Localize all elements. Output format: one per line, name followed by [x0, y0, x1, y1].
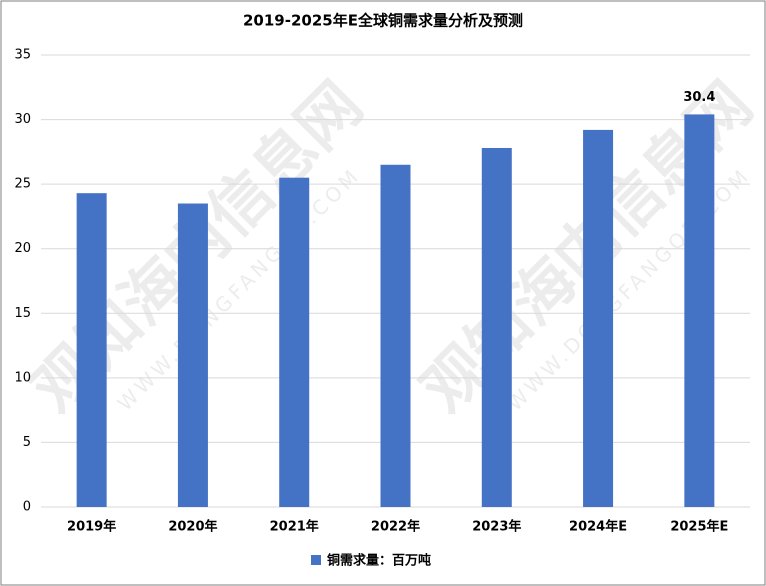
bar [583, 129, 614, 507]
y-tick-label: 25 [14, 177, 31, 192]
legend-label: 铜需求量：百万吨 [326, 553, 431, 569]
y-tick-label: 30 [14, 112, 31, 127]
x-tick-label: 2025年E [670, 519, 728, 535]
data-label: 30.4 [683, 90, 715, 105]
x-tick-label: 2020年 [168, 519, 217, 535]
y-tick-label: 20 [14, 241, 31, 256]
x-tick-label: 2023年 [472, 519, 521, 535]
x-tick-label: 2019年 [67, 519, 116, 535]
y-tick-label: 15 [14, 306, 31, 321]
x-tick-label: 2021年 [270, 519, 319, 535]
bar [380, 164, 411, 507]
x-tick-label: 2024年E [569, 519, 627, 535]
y-tick-label: 35 [14, 48, 31, 63]
legend-swatch [311, 555, 321, 565]
bar [279, 177, 310, 507]
x-tick-label: 2022年 [371, 519, 420, 535]
bar [481, 147, 512, 508]
y-tick-label: 5 [23, 435, 31, 450]
bar [76, 193, 107, 507]
chart-title: 2019-2025年E全球铜需求量分析及预测 [243, 12, 523, 30]
bar [684, 114, 715, 508]
bar [177, 203, 208, 507]
y-tick-label: 10 [14, 370, 31, 385]
y-tick-label: 0 [23, 500, 31, 515]
